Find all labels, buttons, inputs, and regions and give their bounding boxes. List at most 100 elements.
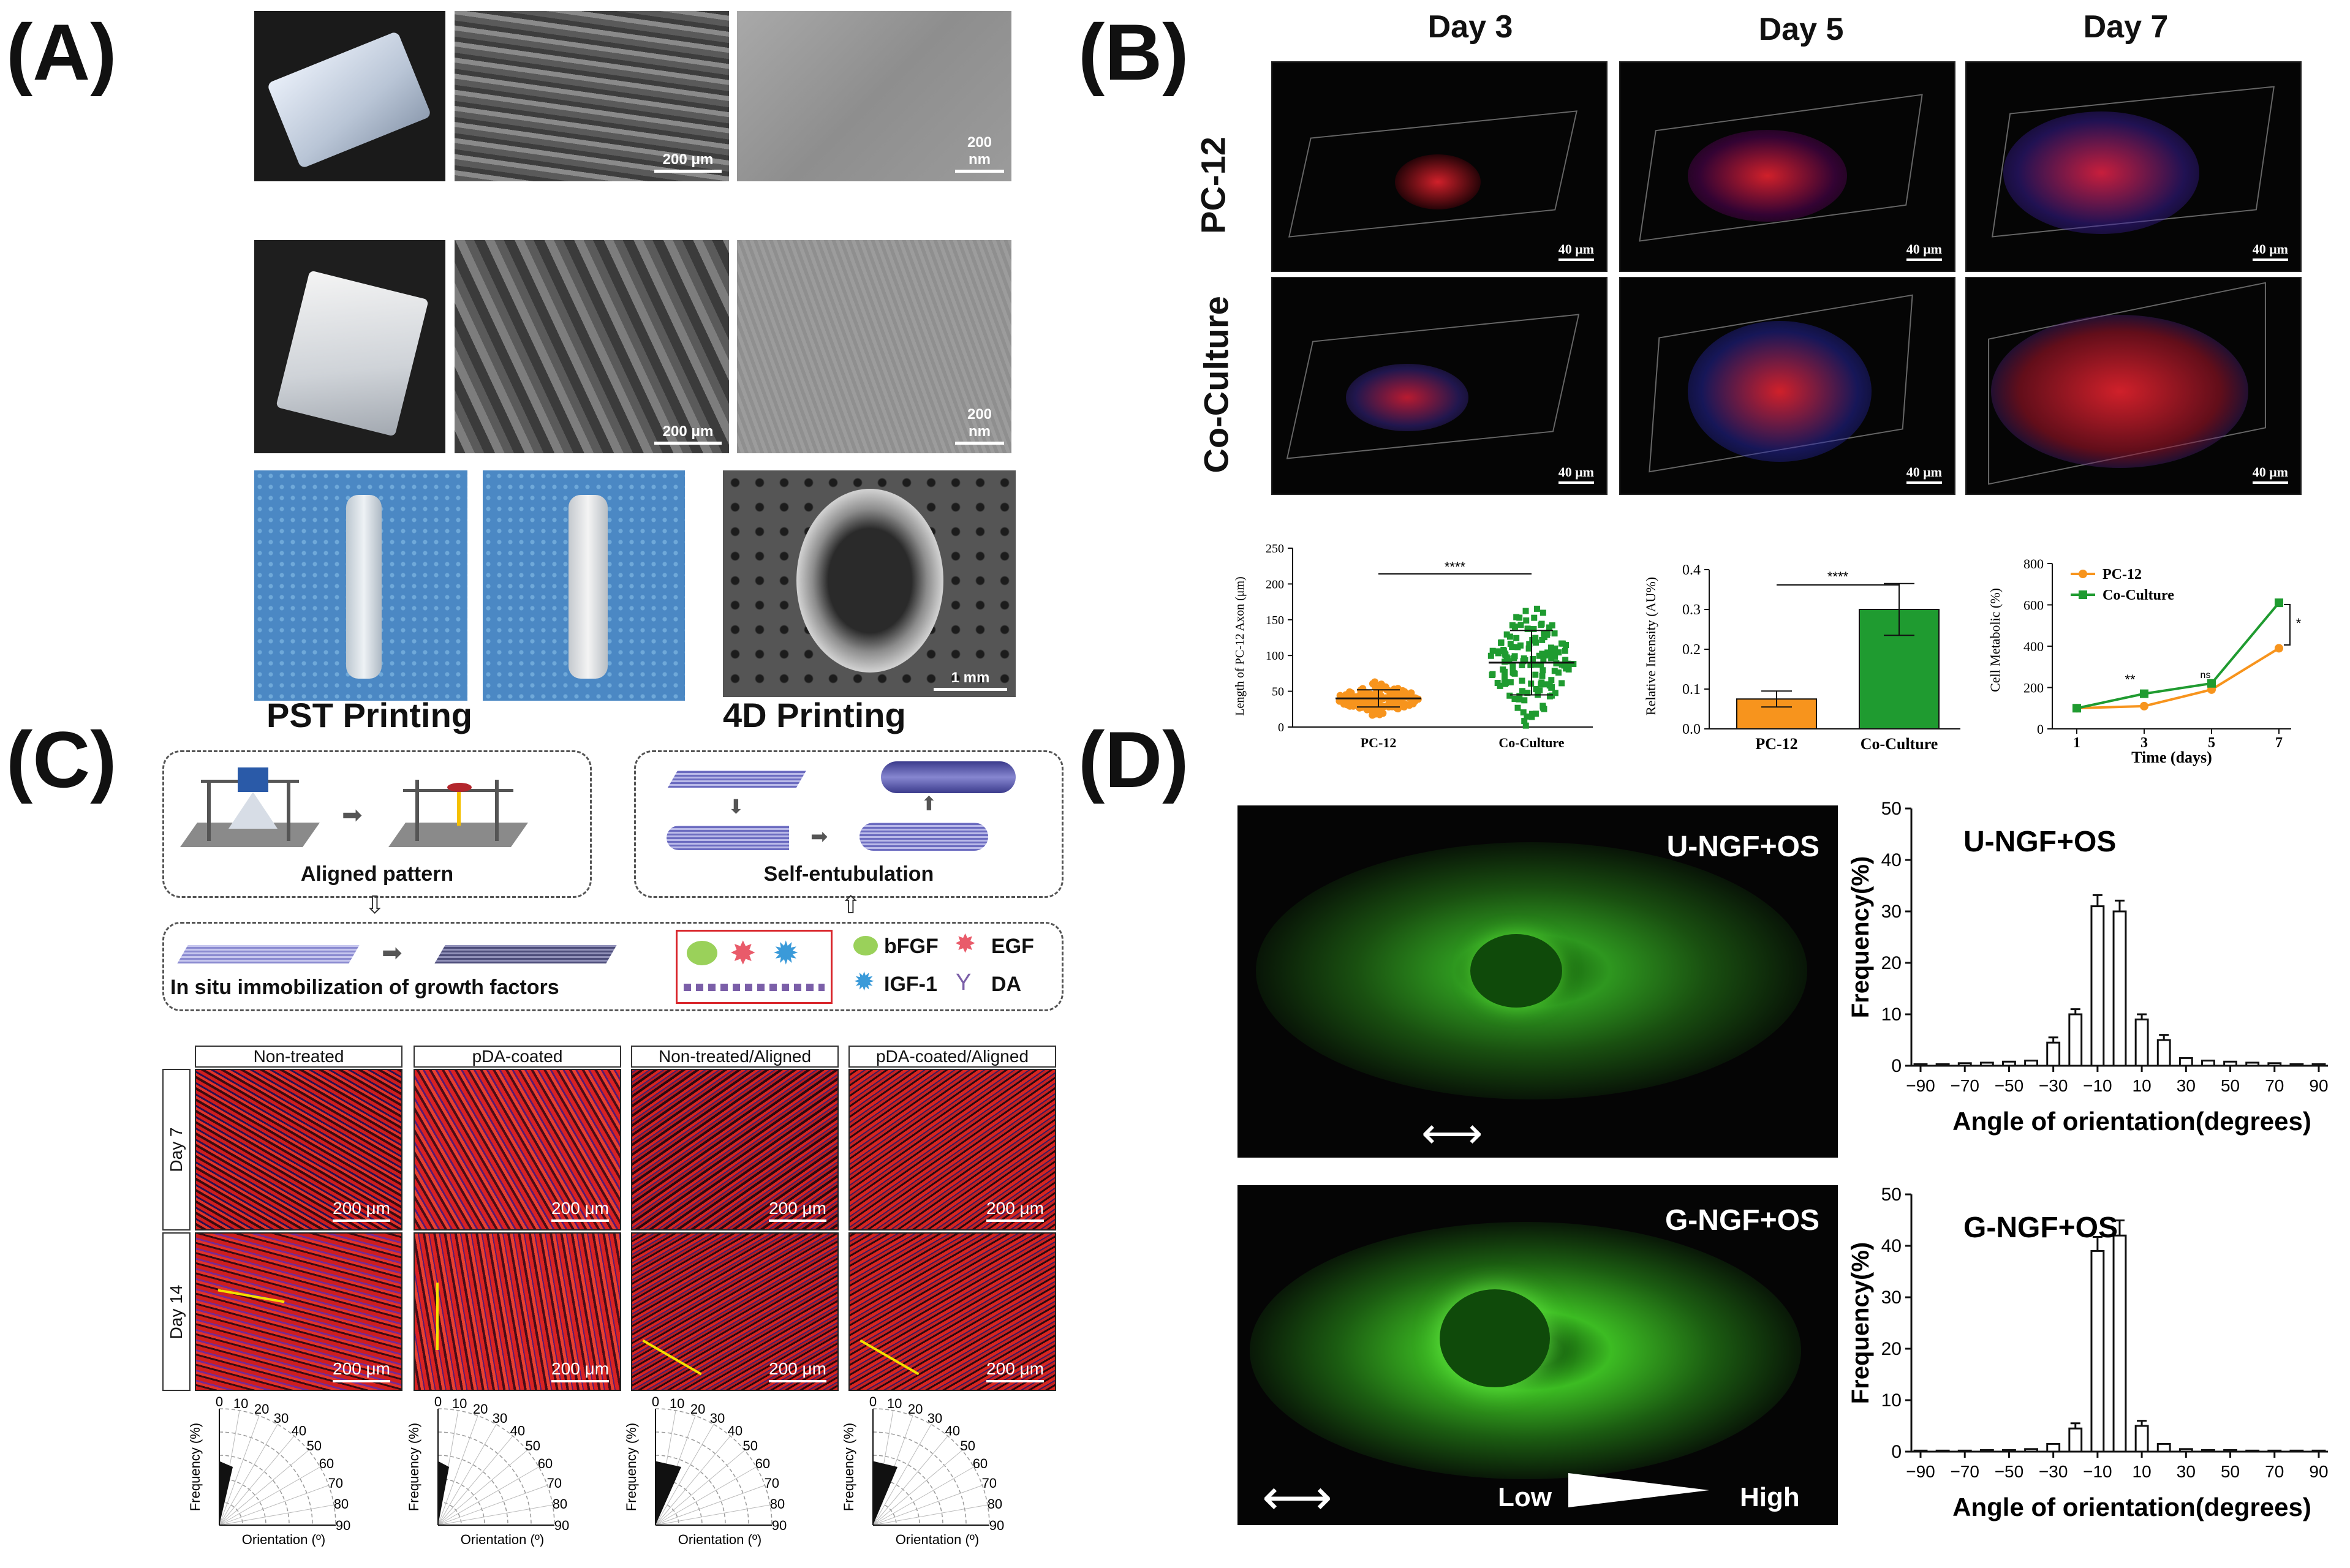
polar-tick-label: 50: [960, 1438, 975, 1453]
hist-bar: [2068, 1013, 2083, 1067]
hist-xtick-label: 50: [2221, 1076, 2240, 1095]
chart1-point-coculture: [1541, 630, 1547, 637]
chart3-ytick-label: 800: [2023, 556, 2044, 571]
coated-sheet-schematic: [434, 945, 617, 963]
polar-tick-label: 90: [989, 1518, 1004, 1533]
chart1-point-coculture: [1525, 645, 1532, 652]
sheet-schematic: [667, 771, 807, 788]
chart3-annotation-day7: *: [2296, 616, 2302, 631]
hist-xtick-label: 50: [2221, 1462, 2240, 1481]
egf-legend-label: EGF: [991, 935, 1034, 958]
chart1-point-coculture: [1533, 605, 1540, 612]
hist-bar: [2201, 1060, 2215, 1067]
polar-spoke: [872, 1466, 974, 1526]
polar-ylabel: Frequency (%): [841, 1423, 856, 1511]
chart2-ytick-label: 0.3: [1682, 602, 1701, 618]
hist-bar: [2112, 910, 2127, 1067]
immobilization-box: ➡ In situ immobilization of growth facto…: [162, 922, 1064, 1011]
polar-xlabel: Orientation (º): [896, 1532, 979, 1547]
polar-spoke: [437, 1436, 513, 1526]
orientation-arrow-icon: [860, 1339, 920, 1376]
chart2-ytick-label: 0.2: [1682, 642, 1701, 658]
hist-xtick-label: 10: [2133, 1462, 2152, 1481]
polar-tick-label: 70: [547, 1476, 562, 1491]
hist-xtick-label: −10: [2083, 1462, 2112, 1481]
hist-xtick-label: 70: [2265, 1462, 2284, 1481]
confocal-pc12-day3: 40 μm: [1271, 61, 1608, 272]
chart1-point-pc12: [1399, 702, 1407, 710]
polar-tick-label: 70: [982, 1476, 997, 1491]
polar-tick-label: 0: [652, 1394, 659, 1409]
polar-tick-label: 70: [765, 1476, 779, 1491]
chart2-ytick-label: 0.4: [1682, 562, 1701, 578]
polar-ring: [219, 1455, 290, 1526]
cell-metabolic-chart: Cell Metabolic (%) 0 200 400 600 800 1 3 5 7 PC…: [1987, 556, 2302, 766]
hist-ylabel: Frequency(%): [1847, 856, 1874, 1019]
hist-bar: [2267, 1449, 2282, 1453]
polar-wedge: [656, 1461, 681, 1525]
fluorescence-pda-coated-day7: 200 μm: [414, 1069, 621, 1231]
hist-ytick-label: 30: [1881, 902, 1902, 922]
polar-tick-label: 30: [710, 1411, 725, 1426]
chart1-point-coculture: [1538, 662, 1544, 668]
self-entubulation-label: Self-entubulation: [763, 862, 934, 886]
polar-tick-label: 40: [945, 1423, 960, 1438]
polar-tick-label: 0: [216, 1394, 223, 1409]
printed-tube-photo-1: [254, 470, 467, 701]
col-header-pda-coated-aligned: pDA-coated/Aligned: [848, 1046, 1056, 1068]
polar-tick-label: 40: [292, 1423, 306, 1438]
panel-b-letter: (B): [1078, 7, 1189, 97]
hist-xtick-label: −30: [2039, 1076, 2068, 1095]
chart3-legend: PC-12 Co-Culture: [2071, 567, 2174, 603]
polar-ylabel: Frequency (%): [406, 1423, 421, 1511]
hist-bar: [2178, 1057, 2193, 1067]
chart1-point-coculture: [1528, 710, 1535, 717]
chart1-point-coculture: [1536, 687, 1543, 694]
egf-legend-icon: ✸: [954, 929, 977, 958]
confocal-coculture-day7: 40 μm: [1965, 277, 2302, 495]
hist-ytick-label: 50: [1881, 1185, 1902, 1205]
polar-wedge: [873, 1461, 897, 1525]
polar-spoke: [655, 1485, 765, 1526]
chart1-point-coculture: [1538, 679, 1545, 686]
image-label-u-ngf-os: U-NGF+OS: [1666, 831, 1819, 863]
axon-length-chart: Length of PC-12 Axon (μm) 0 50 100 150 200 25…: [1233, 542, 1593, 750]
neurite-image-gradient: G-NGF+OS ⟷ Low High: [1237, 1185, 1838, 1525]
polar-tick-label: 10: [233, 1396, 248, 1411]
polar-xlabel: Orientation (º): [461, 1532, 544, 1547]
chart1-point-coculture: [1514, 704, 1521, 711]
polar-tick-label: 60: [973, 1456, 988, 1471]
aligned-pattern-label: Aligned pattern: [300, 862, 454, 886]
chart1-point-coculture: [1552, 654, 1558, 660]
scalebar-label: 40 μm: [2252, 241, 2288, 257]
polar-tick-label: 30: [928, 1411, 942, 1426]
chart3-xlabel: Time (days): [2131, 748, 2212, 766]
hist-bar: [2156, 1039, 2171, 1067]
hist-bar: [1913, 1449, 1928, 1453]
polar-tick-label: 90: [336, 1518, 350, 1533]
confocal-pc12-day7: 40 μm: [1965, 61, 2302, 272]
hist-bar: [2024, 1448, 2038, 1453]
chart1-point-coculture: [1543, 681, 1549, 688]
chart1-point-coculture: [1546, 682, 1553, 689]
scalebar-label: 200 μm: [551, 1199, 609, 1218]
polar-ring: [655, 1431, 749, 1526]
hist-bar: [1979, 1061, 1994, 1067]
polar-ring: [219, 1408, 336, 1526]
hist-bar: [1935, 1449, 1950, 1453]
scalebar-label: 200 μm: [769, 1199, 826, 1218]
chart1-point-coculture: [1517, 622, 1524, 628]
chart3-xtick-label: 1: [2073, 735, 2080, 751]
hist-xlabel: Angle of orientation(degrees): [1952, 1493, 2311, 1521]
arrow-up-icon: ⬆: [921, 793, 937, 815]
polar-ring: [872, 1408, 990, 1526]
hist-bar: [1979, 1449, 1994, 1453]
polar-tick-label: 90: [554, 1518, 569, 1533]
polar-spoke: [872, 1504, 988, 1526]
polar-spoke: [219, 1466, 320, 1526]
chart1-xlabel-pc12: PC-12: [1361, 735, 1397, 750]
polar-tick-label: 0: [434, 1394, 442, 1409]
polar-tick-label: 10: [887, 1396, 902, 1411]
chart1-point-pc12: [1369, 680, 1377, 688]
polar-ring: [437, 1408, 555, 1526]
